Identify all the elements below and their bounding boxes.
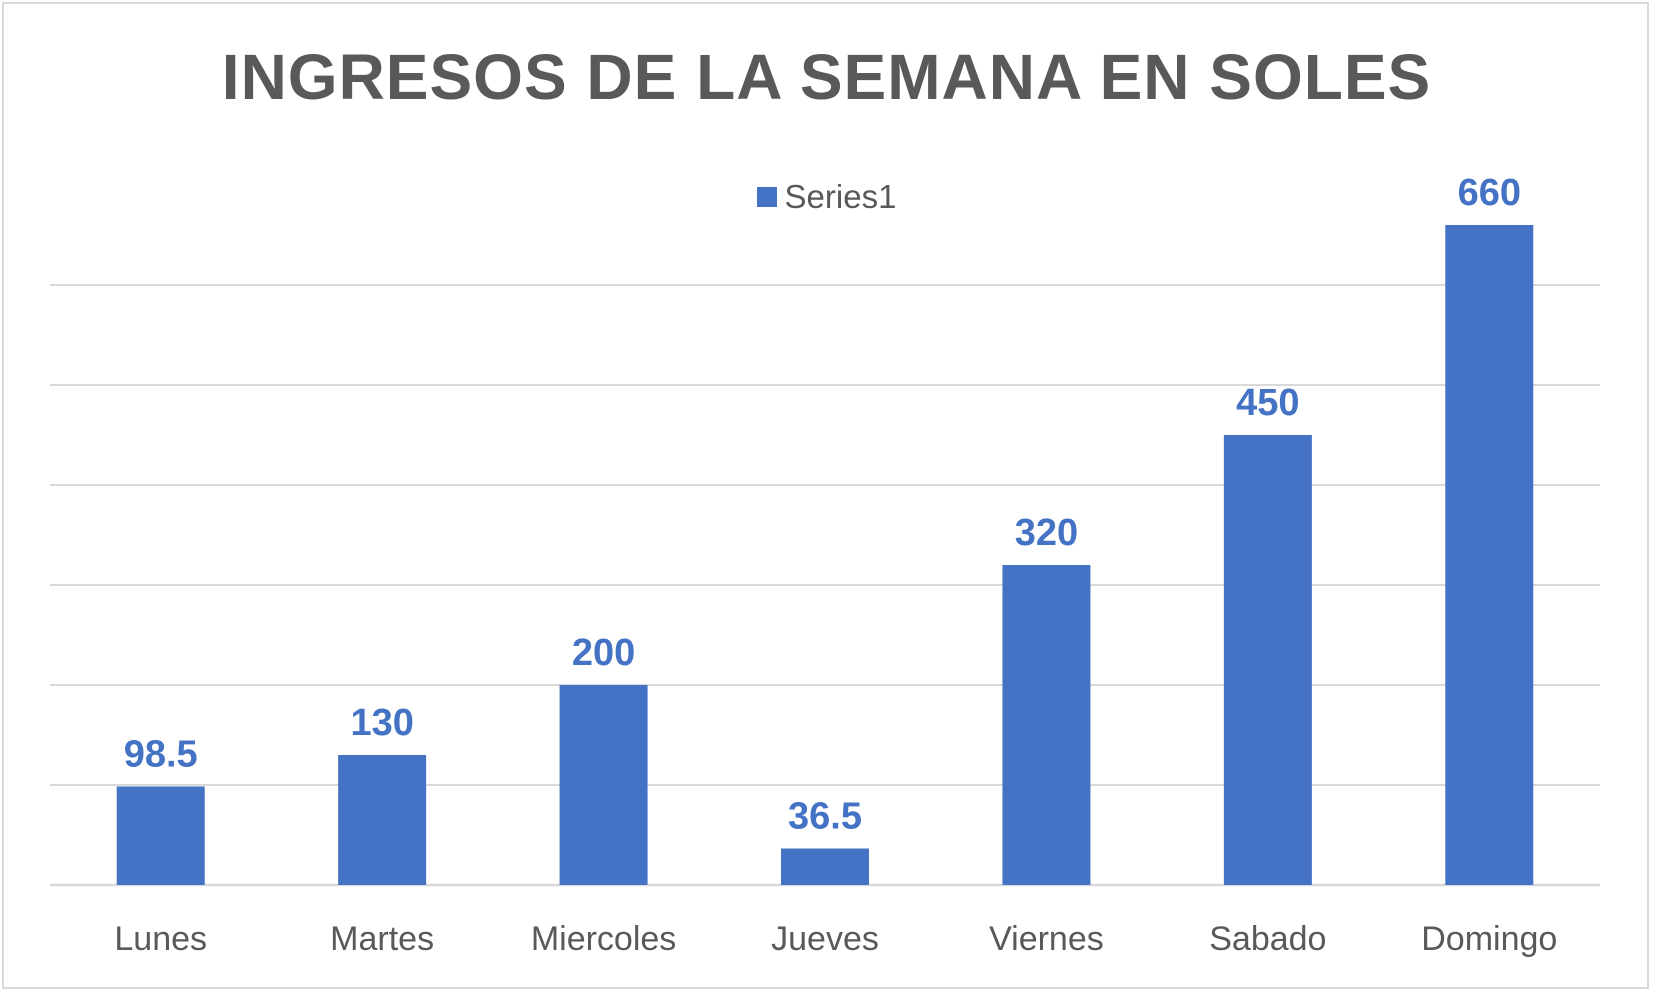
data-label-miercoles: 200 (572, 632, 635, 674)
data-label-sabado: 450 (1236, 382, 1299, 424)
data-label-viernes: 320 (1015, 512, 1078, 554)
x-tick-label-lunes: Lunes (114, 920, 207, 958)
legend-swatch (756, 187, 777, 207)
bar-domingo (1445, 225, 1534, 885)
bar-jueves (781, 848, 869, 885)
x-tick-label-domingo: Domingo (1421, 920, 1557, 958)
bar-miercoles (559, 685, 648, 885)
legend: Series1 (0, 178, 1653, 216)
x-tick-label-jueves: Jueves (771, 920, 879, 958)
bar-martes (338, 755, 427, 885)
bar-lunes (116, 786, 205, 885)
x-tick-label-miercoles: Miercoles (531, 920, 676, 958)
legend-label: Series1 (784, 178, 897, 215)
data-label-jueves: 36.5 (788, 796, 862, 838)
bar-viernes (1002, 565, 1091, 885)
data-label-domingo: 660 (1458, 172, 1521, 214)
x-tick-label-sabado: Sabado (1209, 920, 1326, 958)
chart-title: INGRESOS DE LA SEMANA EN SOLES (221, 41, 1432, 113)
data-label-martes: 130 (350, 702, 413, 744)
bar-sabado (1223, 435, 1312, 885)
data-label-lunes: 98.5 (124, 734, 198, 776)
x-tick-label-martes: Martes (330, 920, 434, 958)
x-tick-label-viernes: Viernes (989, 920, 1104, 958)
